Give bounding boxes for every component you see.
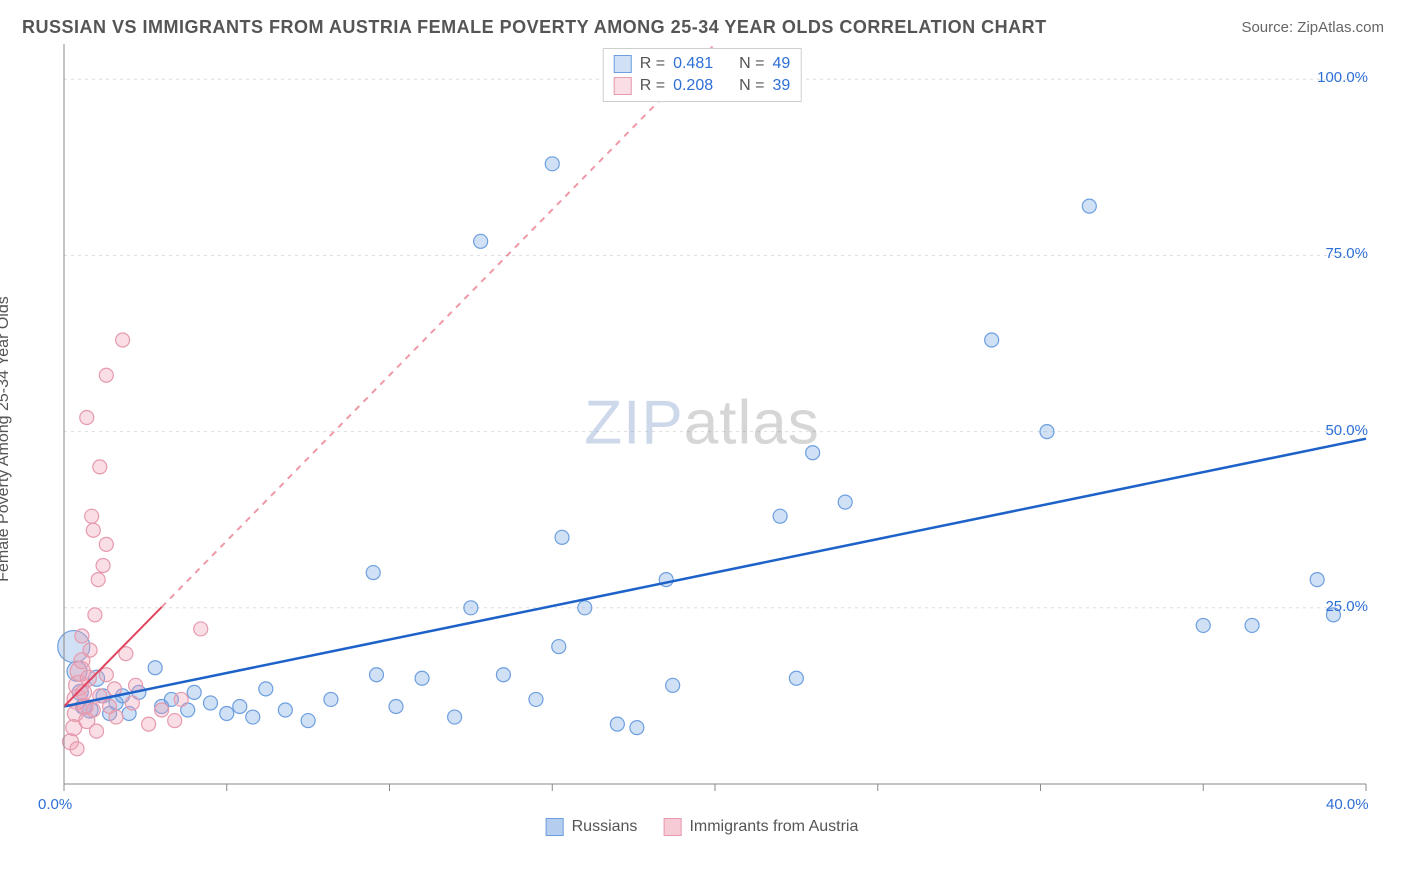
legend-swatch-0 [546,818,564,836]
source-attribution: Source: ZipAtlas.com [1241,19,1384,36]
stat-label-r: R = [640,75,665,97]
stat-r-0: 0.481 [673,53,713,75]
stat-r-1: 0.208 [673,75,713,97]
chart-area: Female Poverty Among 25-34 Year Olds ZIP… [22,44,1382,834]
x-tick-label: 0.0% [38,796,72,813]
series-legend: Russians Immigrants from Austria [546,818,859,836]
swatch-series-1 [614,77,632,95]
scatter-chart-svg [22,44,1382,834]
legend-item-0: Russians [546,818,638,836]
legend-label-0: Russians [572,818,638,836]
chart-header: RUSSIAN VS IMMIGRANTS FROM AUSTRIA FEMAL… [0,0,1406,44]
legend-swatch-1 [663,818,681,836]
y-tick-label: 25.0% [1325,598,1368,615]
stat-n-0: 49 [772,53,790,75]
stats-legend-row-0: R = 0.481 N = 49 [614,53,791,75]
stat-label-n: N = [739,75,764,97]
stat-n-1: 39 [772,75,790,97]
stat-label-r: R = [640,53,665,75]
legend-label-1: Immigrants from Austria [689,818,858,836]
y-tick-label: 50.0% [1325,422,1368,439]
stat-label-n: N = [739,53,764,75]
chart-title: RUSSIAN VS IMMIGRANTS FROM AUSTRIA FEMAL… [22,17,1047,38]
stats-legend: R = 0.481 N = 49 R = 0.208 N = 39 [603,48,802,102]
stats-legend-row-1: R = 0.208 N = 39 [614,75,791,97]
y-tick-label: 100.0% [1317,69,1368,86]
y-tick-label: 75.0% [1325,245,1368,262]
swatch-series-0 [614,55,632,73]
legend-item-1: Immigrants from Austria [663,818,858,836]
y-axis-label: Female Poverty Among 25-34 Year Olds [0,296,13,582]
x-tick-label: 40.0% [1326,796,1369,813]
